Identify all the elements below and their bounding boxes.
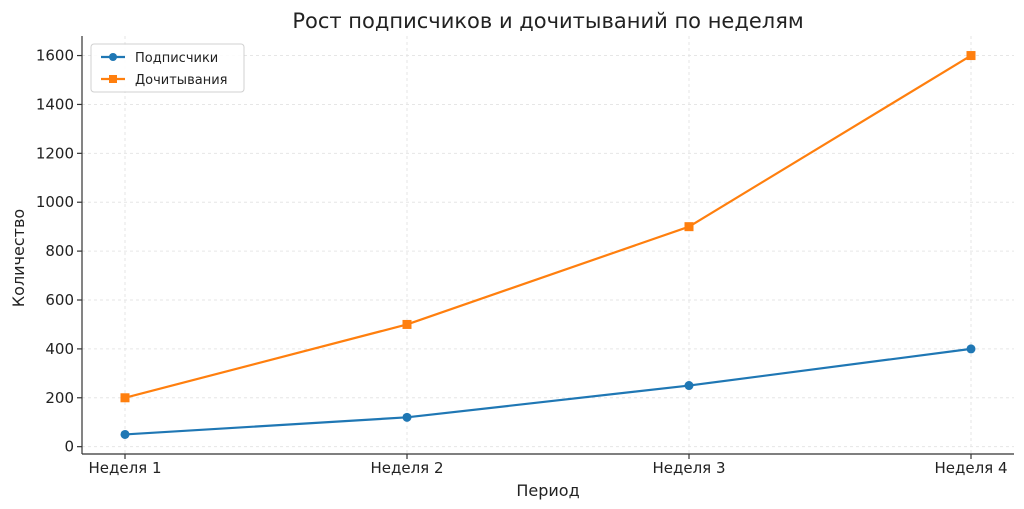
grid xyxy=(82,36,1014,454)
x-axis-label: Период xyxy=(516,481,579,500)
chart-title: Рост подписчиков и дочитываний по неделя… xyxy=(292,9,803,33)
y-tick-label: 600 xyxy=(45,291,74,309)
y-tick-label: 1400 xyxy=(36,95,74,113)
legend-label: Дочитывания xyxy=(135,73,227,88)
y-tick-label: 1000 xyxy=(36,193,74,211)
data-point xyxy=(684,381,694,391)
legend: Подписчики Дочитывания xyxy=(90,43,245,93)
series-line xyxy=(124,347,972,436)
data-point xyxy=(402,412,412,422)
series-layer xyxy=(120,51,976,439)
data-point xyxy=(966,344,976,354)
series-line xyxy=(124,54,972,399)
y-tick-label: 1600 xyxy=(36,47,74,65)
y-axis-label: Количество xyxy=(9,209,28,307)
data-point xyxy=(966,51,976,61)
data-point xyxy=(120,429,130,439)
data-point xyxy=(402,319,412,329)
axes: 0 200 400 600 800 1000 1200 1400 1600 Неделя 1 Нед… xyxy=(36,36,1014,477)
data-point xyxy=(684,222,694,232)
legend-box xyxy=(90,43,245,93)
x-tick-label: Неделя 4 xyxy=(934,459,1007,477)
y-tick-label: 0 xyxy=(64,438,74,456)
y-tick-label: 1200 xyxy=(36,144,74,162)
x-tick-label: Неделя 2 xyxy=(370,459,443,477)
legend-item: Дочитывания xyxy=(101,73,227,88)
series-1 xyxy=(120,344,976,439)
x-tick-label: Неделя 1 xyxy=(88,459,161,477)
y-tick-label: 800 xyxy=(45,242,74,260)
series-2 xyxy=(120,51,976,403)
x-tick-label: Неделя 3 xyxy=(652,459,725,477)
legend-label: Подписчики xyxy=(135,51,218,66)
data-point xyxy=(120,393,130,403)
legend-item: Подписчики xyxy=(101,51,218,66)
y-tick-label: 400 xyxy=(45,340,74,358)
legend-marker xyxy=(109,53,117,61)
legend-marker xyxy=(109,75,117,83)
y-tick-label: 200 xyxy=(45,389,74,407)
